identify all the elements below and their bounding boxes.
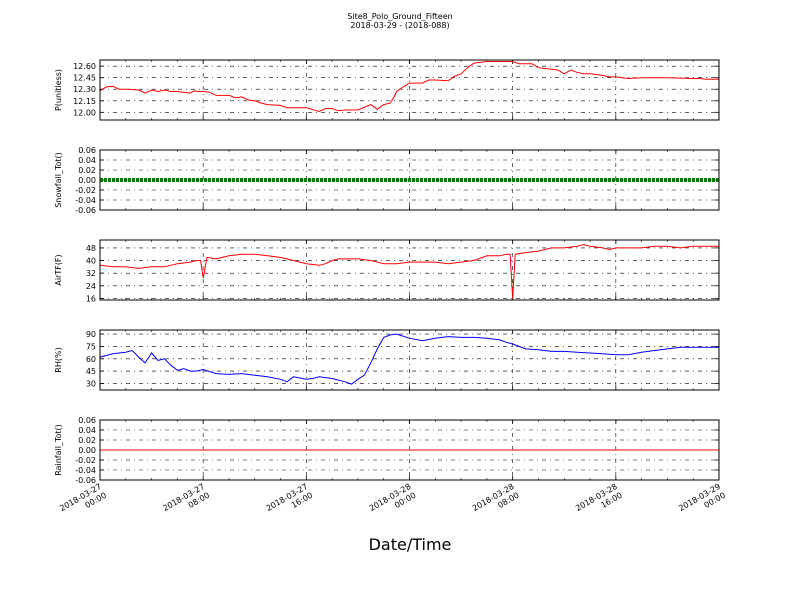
y-tick-label: 24 xyxy=(86,282,96,291)
series-line-0 xyxy=(99,61,719,113)
panel-1: -0.06-0.04-0.020.000.020.040.06 Snowfall_… xyxy=(54,146,720,215)
y-axis-title: Snowfall_Tot() xyxy=(54,152,63,208)
y-tick-label: -0.04 xyxy=(75,196,96,205)
y-tick-label: 0.00 xyxy=(78,446,96,455)
y-tick-label: 0.06 xyxy=(78,146,96,155)
panel-frame xyxy=(99,59,720,121)
y-tick-label: -0.04 xyxy=(75,466,96,475)
y-tick-label: 0.06 xyxy=(78,416,96,425)
y-axis-title: RH(%) xyxy=(54,347,63,372)
panel-4: -0.06-0.04-0.020.000.020.040.06 Rainfall_… xyxy=(54,416,720,485)
x-tick-label: 2018-03-2716:00 xyxy=(265,482,315,522)
panel-frame xyxy=(99,329,720,391)
y-tick-label: 48 xyxy=(86,244,96,253)
y-tick-label: 30 xyxy=(86,379,96,388)
y-tick-label: 0.02 xyxy=(78,436,96,445)
y-tick-label: 12.15 xyxy=(73,97,96,106)
y-tick-label: 16 xyxy=(86,294,96,303)
panel-3: 30 45 60 75 90 RH(%) xyxy=(54,329,720,391)
y-axis-title: Rainfall_Tot() xyxy=(54,424,63,476)
y-tick-label: 45 xyxy=(86,367,96,376)
y-tick-label: -0.02 xyxy=(75,456,96,465)
chart-subtitle: 2018-03-29 - (2018-088) xyxy=(350,21,449,30)
x-axis-labels: 2018-03-2700:00 2018-03-2708:00 2018-03-27… xyxy=(58,482,727,522)
x-axis-title: Date/Time xyxy=(369,535,452,554)
y-tick-label: 0.02 xyxy=(78,166,96,175)
y-tick-label: -0.02 xyxy=(75,186,96,195)
panel-frame xyxy=(99,419,720,481)
y-tick-label: 12.00 xyxy=(73,108,96,117)
x-tick-label: 2018-03-2800:00 xyxy=(368,482,418,522)
panel-2: 16 24 32 40 48 AirTF(F) xyxy=(54,239,720,303)
panel-frame xyxy=(99,239,720,301)
x-tick-label: 2018-03-2900:00 xyxy=(677,482,727,522)
y-axis-title: AirTF(F) xyxy=(54,254,63,285)
x-tick-label: 2018-03-2708:00 xyxy=(161,482,211,522)
x-tick-label: 2018-03-2816:00 xyxy=(574,482,624,522)
y-tick-label: 60 xyxy=(86,355,96,364)
panel-0: 12.00 12.15 12.30 12.45 12.60 P(unitless) xyxy=(54,59,720,121)
y-tick-label: 75 xyxy=(86,342,96,351)
y-tick-label: 90 xyxy=(86,330,96,339)
y-tick-label: -0.06 xyxy=(75,476,96,485)
chart-title: Site8_Polo_Ground_Fifteen xyxy=(347,12,452,21)
panels-group: 12.00 12.15 12.30 12.45 12.60 P(unitless) -0.0… xyxy=(54,59,720,485)
series-line-3 xyxy=(99,333,719,385)
y-tick-label: -0.06 xyxy=(75,206,96,215)
series-line-2 xyxy=(99,244,719,299)
y-tick-label: 0.04 xyxy=(78,156,96,165)
y-tick-label: 12.45 xyxy=(73,74,96,83)
x-tick-label: 2018-03-2808:00 xyxy=(471,482,521,522)
y-axis-title: P(unitless) xyxy=(54,69,63,111)
y-tick-label: 0.04 xyxy=(78,426,96,435)
x-tick-label: 2018-03-2700:00 xyxy=(58,482,108,522)
y-tick-label: 12.60 xyxy=(73,62,96,71)
panel-frame xyxy=(99,149,720,211)
y-tick-label: 40 xyxy=(86,257,96,266)
y-tick-label: 32 xyxy=(86,269,96,278)
y-tick-label: 12.30 xyxy=(73,85,96,94)
y-tick-label: 0.00 xyxy=(78,176,96,185)
